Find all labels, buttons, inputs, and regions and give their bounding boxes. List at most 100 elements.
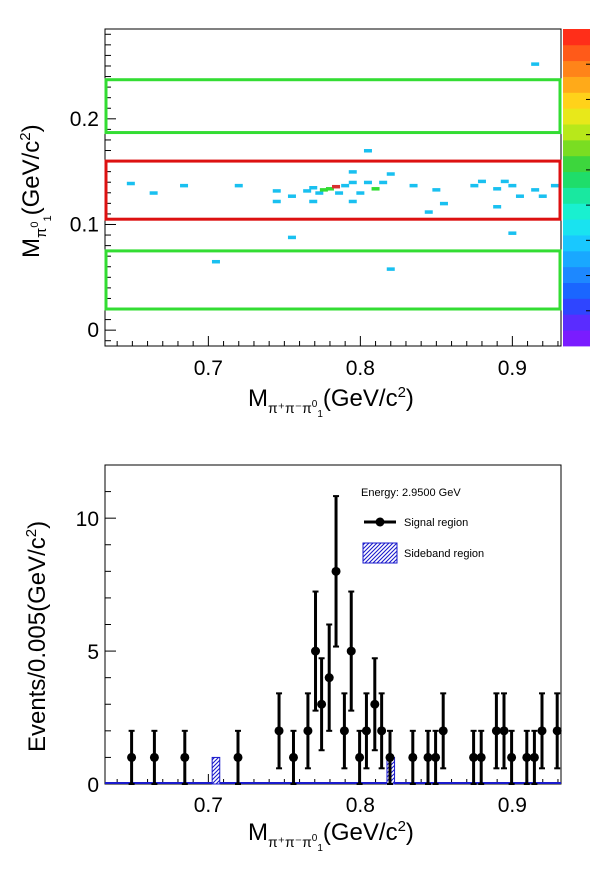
x-tick-label: 0.9 — [498, 794, 527, 817]
palette-step — [563, 203, 590, 219]
data-point — [370, 700, 379, 709]
data-point — [311, 647, 320, 656]
palette-step — [563, 92, 590, 108]
palette-step — [563, 140, 590, 156]
x-tick-label: 0.9 — [498, 357, 527, 380]
data-point — [439, 726, 448, 735]
heatmap-cell — [493, 205, 501, 209]
heatmap-cell — [425, 210, 433, 214]
y-tick-label: 0.2 — [70, 108, 99, 131]
heatmap-cell — [410, 184, 418, 188]
palette-step — [563, 77, 590, 93]
heatmap-cell — [303, 189, 311, 193]
data-point — [553, 726, 562, 735]
legend-sideband-swatch — [363, 543, 397, 563]
palette-step — [563, 330, 590, 346]
data-point — [275, 726, 284, 735]
palette-step — [563, 156, 590, 172]
data-point — [150, 753, 159, 762]
x-tick-label: 0.8 — [346, 794, 375, 817]
heatmap-cell — [349, 200, 357, 204]
data-point — [507, 753, 516, 762]
palette-step — [563, 219, 590, 235]
palette-step — [563, 61, 590, 77]
heatmap-cell — [335, 191, 343, 195]
legend-signal-marker — [376, 518, 385, 527]
mass-heatmap-panel: 0.7 0.8 0.9 0 0.1 0.2 Mπ⁺π⁻π01(GeV/c2) Mπ01(GeV… — [17, 29, 590, 420]
heatmap-cell — [539, 194, 547, 198]
heatmap-cell — [341, 184, 349, 188]
data-point — [431, 753, 440, 762]
data-point — [303, 726, 312, 735]
data-point — [234, 753, 243, 762]
heatmap-cell — [470, 184, 478, 188]
palette-step — [563, 298, 590, 314]
palette-step — [563, 45, 590, 61]
data-point — [362, 726, 371, 735]
heatmap-cell — [315, 191, 323, 195]
data-point — [332, 567, 341, 576]
heatmap-cell — [379, 181, 387, 185]
heatmap-cell — [493, 187, 501, 191]
data-point — [127, 753, 136, 762]
palette-step — [563, 124, 590, 140]
heatmap-cell — [516, 194, 524, 198]
heatmap-cell — [288, 236, 296, 240]
data-point — [377, 726, 386, 735]
y-tick-label: 10 — [76, 508, 99, 531]
heatmap-cell — [501, 180, 509, 184]
heatmap-cell — [273, 200, 281, 204]
x-axis-title: Mπ⁺π⁻π01(GeV/c2) — [248, 818, 414, 854]
palette-step — [563, 251, 590, 267]
data-point — [500, 726, 509, 735]
sideband-bar — [212, 757, 220, 784]
data-point — [530, 753, 539, 762]
heatmap-cell — [372, 187, 380, 191]
heatmap-cell — [531, 188, 539, 192]
heatmap-cell — [309, 200, 317, 204]
heatmap-cell — [349, 170, 357, 174]
data-point — [289, 753, 298, 762]
data-point — [340, 726, 349, 735]
heatmap-cell — [387, 267, 395, 271]
palette-step — [563, 108, 590, 124]
data-point — [538, 726, 547, 735]
heatmap-cell — [180, 184, 188, 188]
palette-step — [563, 235, 590, 251]
heatmap-cell — [364, 181, 372, 185]
x-tick-label: 0.8 — [346, 357, 375, 380]
palette-step — [563, 188, 590, 204]
heatmap-cell — [478, 180, 486, 184]
heatmap-cell — [212, 260, 220, 264]
y-tick-label: 0 — [87, 319, 99, 342]
heatmap-cell — [364, 149, 372, 153]
heatmap-cell — [531, 62, 539, 65]
x-axis-title: Mπ⁺π⁻π01(GeV/c2) — [248, 384, 414, 420]
legend-sideband-label: Sideband region — [404, 548, 484, 560]
data-point — [317, 700, 326, 709]
heatmap-cell — [349, 181, 357, 185]
data-point — [355, 753, 364, 762]
legend-title: Energy: 2.9500 GeV — [361, 487, 461, 499]
data-point — [325, 673, 334, 682]
palette-step — [563, 29, 590, 45]
palette-step — [563, 172, 590, 188]
heatmap-cell — [387, 172, 395, 176]
data-point — [347, 647, 356, 656]
palette-step — [563, 267, 590, 283]
heatmap-cell — [508, 231, 516, 235]
data-point — [408, 753, 417, 762]
y-tick-label: 5 — [87, 641, 99, 664]
legend-signal-label: Signal region — [404, 517, 468, 529]
heatmap-cell — [309, 186, 317, 190]
plot-frame — [105, 465, 561, 784]
heatmap-cell — [332, 185, 340, 189]
x-tick-label: 0.7 — [194, 357, 223, 380]
data-point — [477, 753, 486, 762]
heatmap-cell — [551, 184, 559, 188]
y-axis-title: Mπ01(GeV/c2) — [17, 124, 54, 258]
x-tick-label: 0.7 — [194, 794, 223, 817]
heatmap-cell — [432, 188, 440, 192]
heatmap-cell — [508, 184, 516, 188]
